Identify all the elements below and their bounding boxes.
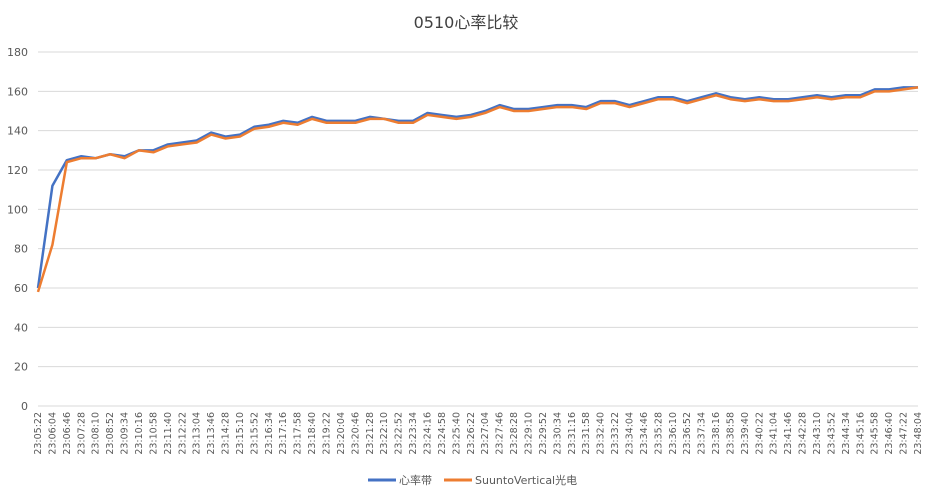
- x-tick-label: 23:39:40: [740, 412, 751, 455]
- x-tick-label: 23:12:22: [177, 412, 188, 455]
- x-tick-label: 23:32:40: [596, 412, 607, 455]
- x-tick-label: 23:27:04: [480, 412, 491, 455]
- x-tick-label: 23:10:16: [134, 412, 145, 455]
- x-tick-label: 23:08:10: [91, 412, 102, 455]
- x-tick-label: 23:22:10: [379, 412, 390, 455]
- x-tick-label: 23:37:34: [697, 412, 708, 455]
- x-tick-label: 23:19:22: [322, 412, 333, 455]
- y-tick-label: 160: [7, 85, 28, 98]
- x-tick-label: 23:18:40: [307, 412, 318, 455]
- x-tick-label: 23:13:04: [192, 412, 203, 455]
- x-tick-label: 23:36:52: [682, 412, 693, 455]
- x-tick-label: 23:15:52: [249, 412, 260, 455]
- x-tick-label: 23:33:22: [610, 412, 621, 455]
- x-tick-label: 23:22:52: [394, 412, 405, 455]
- x-tick-label: 23:31:16: [567, 412, 578, 455]
- x-tick-label: 23:21:28: [365, 412, 376, 455]
- x-tick-label: 23:29:52: [538, 412, 549, 455]
- x-tick-label: 23:45:58: [870, 412, 881, 455]
- x-tick-label: 23:28:28: [509, 412, 520, 455]
- x-tick-label: 23:29:10: [523, 412, 534, 455]
- x-tick-label: 23:47:22: [899, 412, 910, 455]
- y-tick-label: 180: [7, 46, 28, 59]
- y-tick-label: 40: [14, 321, 28, 334]
- y-tick-label: 0: [21, 400, 28, 413]
- x-tick-label: 23:07:28: [76, 412, 87, 455]
- x-tick-label: 23:38:58: [725, 412, 736, 455]
- x-tick-label: 23:35:28: [653, 412, 664, 455]
- y-tick-label: 20: [14, 361, 28, 374]
- x-tick-label: 23:20:46: [350, 412, 361, 455]
- x-tick-label: 23:34:04: [624, 412, 635, 455]
- x-tick-label: 23:09:34: [120, 412, 131, 455]
- x-tick-label: 23:20:04: [336, 412, 347, 455]
- x-tick-label: 23:42:28: [798, 412, 809, 455]
- x-tick-label: 23:17:16: [278, 412, 289, 455]
- y-tick-label: 60: [14, 282, 28, 295]
- x-tick-label: 23:06:46: [62, 412, 73, 455]
- x-tick-label: 23:38:16: [711, 412, 722, 455]
- x-tick-label: 23:36:10: [668, 412, 679, 455]
- x-tick-label: 23:30:34: [552, 412, 563, 455]
- x-tick-label: 23:46:40: [884, 412, 895, 455]
- chart-title: 0510心率比较: [414, 13, 519, 32]
- y-tick-label: 100: [7, 203, 28, 216]
- x-tick-label: 23:31:58: [581, 412, 592, 455]
- x-tick-label: 23:16:34: [264, 412, 275, 455]
- x-tick-label: 23:48:04: [913, 412, 924, 455]
- x-tick-label: 23:27:46: [495, 412, 506, 455]
- x-tick-label: 23:08:52: [105, 412, 116, 455]
- x-tick-label: 23:23:34: [408, 412, 419, 455]
- y-tick-label: 140: [7, 125, 28, 138]
- x-tick-label: 23:25:40: [451, 412, 462, 455]
- x-tick-label: 23:15:10: [235, 412, 246, 455]
- x-tick-label: 23:06:04: [47, 412, 58, 455]
- x-tick-label: 23:40:22: [754, 412, 765, 455]
- legend-label: SuuntoVertical光电: [475, 473, 577, 487]
- x-tick-label: 23:34:46: [639, 412, 650, 455]
- y-tick-label: 80: [14, 243, 28, 256]
- x-tick-label: 23:05:22: [33, 412, 44, 455]
- x-tick-label: 23:41:46: [783, 412, 794, 455]
- legend-label: 心率带: [399, 473, 432, 487]
- series-line: [36, 86, 919, 293]
- x-tick-label: 23:11:40: [163, 412, 174, 455]
- series-line: [36, 86, 918, 289]
- x-tick-label: 23:43:52: [826, 412, 837, 455]
- x-tick-label: 23:10:58: [148, 412, 159, 455]
- y-tick-label: 120: [7, 164, 28, 177]
- x-tick-label: 23:13:46: [206, 412, 217, 455]
- x-tick-label: 23:17:58: [293, 412, 304, 455]
- x-tick-label: 23:44:34: [841, 412, 852, 455]
- x-tick-label: 23:45:16: [855, 412, 866, 455]
- x-tick-label: 23:14:28: [221, 412, 232, 455]
- x-tick-label: 23:43:10: [812, 412, 823, 455]
- x-tick-label: 23:26:22: [466, 412, 477, 455]
- x-tick-label: 23:41:04: [769, 412, 780, 455]
- x-tick-label: 23:24:58: [437, 412, 448, 455]
- x-tick-label: 23:24:16: [423, 412, 434, 455]
